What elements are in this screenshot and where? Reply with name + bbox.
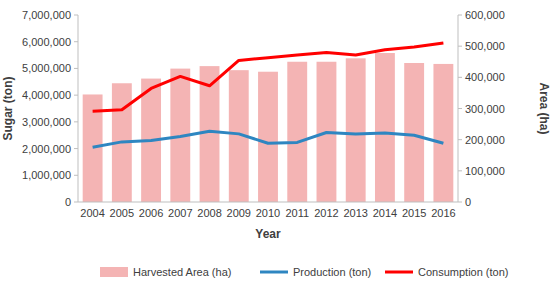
y-tick xyxy=(74,68,78,69)
y2-tick xyxy=(458,139,462,140)
y2-tick-label: 600,000 xyxy=(465,9,505,21)
y2-tick-label: 0 xyxy=(465,196,471,208)
bar xyxy=(346,58,366,202)
chart: 0 1,000,000 2,000,000 3,000,000 4,000,000 5,0… xyxy=(0,0,550,292)
y2-tick xyxy=(458,15,462,16)
y-tick-label: 3,000,000 xyxy=(22,116,71,128)
bar xyxy=(287,62,307,202)
x-tick-label: 2008 xyxy=(197,207,221,219)
y-tick-label: 6,000,000 xyxy=(22,36,71,48)
x-tick-label: 2007 xyxy=(168,207,192,219)
y-tick xyxy=(74,15,78,16)
y2-tick xyxy=(458,46,462,47)
y-tick-label: 2,000,000 xyxy=(22,143,71,155)
y-tick xyxy=(74,95,78,96)
legend-swatch xyxy=(385,271,413,274)
x-tick-label: 2012 xyxy=(314,207,338,219)
y-tick xyxy=(74,175,78,176)
y-tick-label: 5,000,000 xyxy=(22,62,71,74)
x-axis-title: Year xyxy=(255,227,281,241)
legend-swatch xyxy=(260,271,288,274)
x-tick-label: 2013 xyxy=(343,207,367,219)
y-tick-label: 4,000,000 xyxy=(22,89,71,101)
bar xyxy=(433,64,453,202)
y-axis-title: Sugar (ton) xyxy=(1,77,15,141)
y2-tick-label: 200,000 xyxy=(465,134,505,146)
legend: Harvested Area (ha) Production (ton) Consu… xyxy=(100,266,509,278)
y2-axis-title: Area (ha) xyxy=(537,82,550,134)
y-tick-label: 0 xyxy=(65,196,71,208)
y2-tick-label: 400,000 xyxy=(465,71,505,83)
bar xyxy=(404,63,424,202)
x-tick-label: 2004 xyxy=(80,207,104,219)
y-tick-label: 7,000,000 xyxy=(22,9,71,21)
line xyxy=(93,131,444,147)
bar xyxy=(375,53,395,202)
x-axis xyxy=(78,202,458,203)
y-tick xyxy=(74,148,78,149)
x-tick-label: 2005 xyxy=(110,207,134,219)
legend-label: Consumption (ton) xyxy=(418,266,509,278)
x-tick-label: 2010 xyxy=(256,207,280,219)
y2-tick xyxy=(458,77,462,78)
y-tick xyxy=(74,121,78,122)
legend-label: Harvested Area (ha) xyxy=(133,266,231,278)
line xyxy=(93,43,444,111)
y2-tick xyxy=(458,170,462,171)
x-tick-label: 2006 xyxy=(139,207,163,219)
y2-tick-label: 500,000 xyxy=(465,40,505,52)
bar xyxy=(258,72,278,202)
y2-tick xyxy=(458,108,462,109)
y-tick-label: 1,000,000 xyxy=(22,169,71,181)
x-tick-label: 2009 xyxy=(227,207,251,219)
y-tick xyxy=(74,202,78,203)
y-axis xyxy=(78,15,79,202)
y2-tick-label: 300,000 xyxy=(465,103,505,115)
legend-swatch xyxy=(100,267,128,277)
x-tick-label: 2014 xyxy=(373,207,397,219)
y2-tick-label: 100,000 xyxy=(465,165,505,177)
x-tick-label: 2011 xyxy=(285,207,309,219)
x-tick-label: 2016 xyxy=(431,207,455,219)
y2-tick xyxy=(458,202,462,203)
plot-area xyxy=(83,43,454,202)
legend-label: Production (ton) xyxy=(293,266,371,278)
x-tick-label: 2015 xyxy=(402,207,426,219)
y-tick xyxy=(74,41,78,42)
